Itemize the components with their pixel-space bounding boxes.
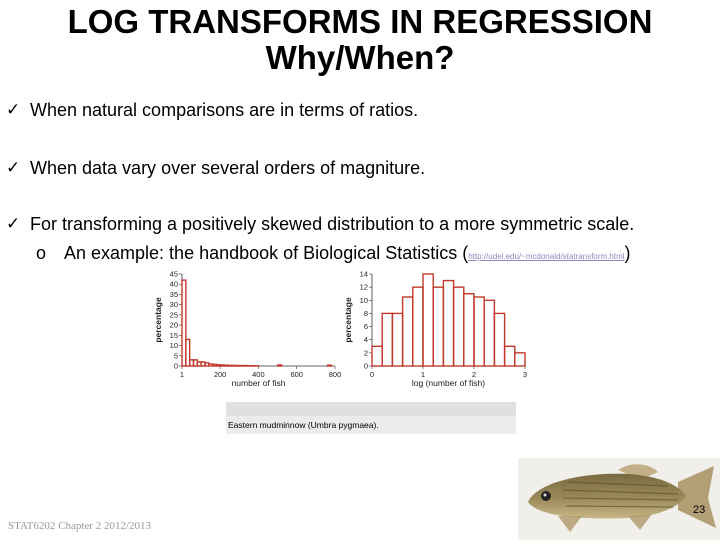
x-tick-label: 0 — [370, 370, 374, 379]
histogram-bar — [278, 365, 282, 366]
y-tick-label: 30 — [170, 300, 178, 309]
sub-bullet-close: ) — [625, 243, 631, 263]
histogram-bar — [515, 353, 525, 366]
y-tick-label: 10 — [170, 341, 178, 350]
y-tick-label: 45 — [170, 270, 178, 279]
title-line-1: LOG TRANSFORMS IN REGRESSION — [0, 4, 720, 40]
caption-box: Eastern mudminnow (Umbra pygmaea). — [226, 402, 516, 434]
bullet-skewed: ✓ For transforming a positively skewed d… — [6, 213, 634, 235]
histogram-bar — [443, 281, 453, 366]
histogram-bar — [413, 287, 423, 366]
histogram-bar — [464, 294, 474, 366]
y-tick-label: 14 — [360, 270, 368, 279]
page-number: 23 — [693, 504, 705, 516]
x-tick-label: 3 — [523, 370, 527, 379]
photo-caption: Eastern mudminnow (Umbra pygmaea). — [228, 420, 379, 430]
y-tick-label: 40 — [170, 280, 178, 289]
histogram-bar — [423, 274, 433, 366]
slide-title: LOG TRANSFORMS IN REGRESSION Why/When? — [0, 4, 720, 76]
histogram-bar — [392, 313, 402, 366]
y-tick-label: 4 — [364, 335, 368, 344]
check-icon: ✓ — [6, 157, 30, 179]
bullet-ratios: ✓ When natural comparisons are in terms … — [6, 99, 418, 121]
y-tick-label: 10 — [360, 296, 368, 305]
x-tick-label: 200 — [214, 370, 227, 379]
histogram-bar — [484, 300, 494, 366]
x-tick-label: 1 — [180, 370, 184, 379]
histogram-bar — [505, 346, 515, 366]
histogram-bar — [328, 365, 332, 366]
histogram-bar — [382, 313, 392, 366]
reference-link[interactable]: http://udel.edu/~mcdonald/statransform.h… — [468, 252, 624, 261]
fish-photo — [518, 458, 720, 540]
x-axis-label: log (number of fish) — [412, 378, 485, 388]
title-line-2: Why/When? — [0, 40, 720, 76]
histogram-bar — [403, 297, 413, 366]
sub-bullet-text: An example: the handbook of Biological S… — [64, 243, 468, 263]
histogram-bar — [474, 297, 484, 366]
y-tick-label: 8 — [364, 309, 368, 318]
histogram-bar — [494, 313, 504, 366]
histogram-bar — [454, 287, 464, 366]
check-icon: ✓ — [6, 99, 30, 121]
histogram-bar — [433, 287, 443, 366]
histogram-bar — [372, 346, 382, 366]
bullet-text: When natural comparisons are in terms of… — [30, 99, 418, 121]
y-tick-label: 5 — [174, 351, 178, 360]
mudminnow-image — [518, 458, 720, 540]
bullet-text: When data vary over several orders of ma… — [30, 157, 425, 179]
y-tick-label: 35 — [170, 290, 178, 299]
y-tick-label: 0 — [174, 362, 178, 371]
y-axis-label: percentage — [153, 297, 163, 343]
footer-text: STAT6202 Chapter 2 2012/2013 — [8, 520, 151, 532]
y-tick-label: 6 — [364, 322, 368, 331]
bullet-text: For transforming a positively skewed dis… — [30, 213, 634, 235]
x-axis-label: number of fish — [232, 378, 286, 388]
y-tick-label: 25 — [170, 310, 178, 319]
check-icon: ✓ — [6, 213, 30, 235]
y-axis-label: percentage — [343, 297, 353, 343]
y-tick-label: 0 — [364, 362, 368, 371]
y-tick-label: 20 — [170, 321, 178, 330]
y-tick-label: 12 — [360, 283, 368, 292]
y-tick-label: 2 — [364, 348, 368, 357]
x-tick-label: 600 — [290, 370, 303, 379]
y-tick-label: 15 — [170, 331, 178, 340]
bullet-magnitude: ✓ When data vary over several orders of … — [6, 157, 425, 179]
sub-bullet-marker: o — [36, 242, 64, 264]
caption-band — [226, 402, 516, 416]
